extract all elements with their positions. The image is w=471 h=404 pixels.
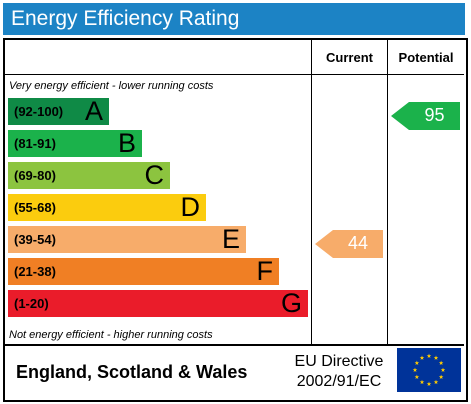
- band-range: (81-91): [14, 136, 56, 151]
- current-arrow-shape: [315, 230, 383, 258]
- band-range: (55-68): [14, 200, 56, 215]
- eu-star-icon: [426, 381, 432, 386]
- rating-frame: [3, 38, 468, 402]
- eu-star-icon: [419, 355, 425, 360]
- band-letter: A: [84, 96, 103, 126]
- eu-star-icon: [414, 374, 420, 379]
- eu-star-icon: [419, 379, 425, 385]
- band-letter: B: [117, 128, 136, 158]
- current-rating-arrow: 44: [315, 230, 383, 258]
- current-column-header: Current: [326, 50, 373, 65]
- eu-directive: EU Directive 2002/91/EC: [280, 352, 398, 392]
- band-c: (69-80) C: [8, 160, 170, 190]
- potential-rating-arrow: 95: [391, 102, 460, 130]
- band-range: (21-38): [14, 264, 56, 279]
- band-f: (21-38) F: [8, 256, 279, 286]
- bottom-note: Not energy efficient - higher running co…: [9, 329, 213, 341]
- current-rating-value: 44: [347, 233, 369, 253]
- band-e: (39-54) E: [8, 224, 246, 254]
- eu-star-icon: [438, 374, 444, 379]
- eu-flag-icon: [397, 348, 461, 392]
- band-letter: F: [256, 256, 274, 286]
- band-range: (92-100): [14, 104, 64, 119]
- band-letter: C: [144, 160, 165, 190]
- band-b: (81-91) B: [8, 128, 142, 158]
- eu-directive-line1: EU Directive: [294, 353, 384, 370]
- page-title: Energy Efficiency Rating: [11, 7, 240, 30]
- eu-directive-line2: 2002/91/EC: [296, 373, 382, 390]
- band-range: (1-20): [14, 296, 49, 311]
- band-letter: G: [280, 288, 302, 318]
- band-range: (69-80): [14, 168, 56, 183]
- band-a: (92-100) A: [8, 96, 109, 126]
- header-row-divider: [5, 74, 464, 75]
- footer-divider: [5, 344, 464, 346]
- band-letter: E: [221, 224, 240, 254]
- current-column-divider: [311, 40, 312, 344]
- potential-arrow-shape: [391, 102, 460, 130]
- potential-column-header: Potential: [398, 50, 454, 65]
- top-note: Very energy efficient - lower running co…: [9, 80, 214, 92]
- eu-star-icon: [426, 353, 432, 358]
- band-g: (1-20) G: [8, 288, 308, 318]
- band-range: (39-54): [14, 232, 56, 247]
- eu-star-icon: [412, 367, 418, 372]
- eu-star-icon: [414, 360, 420, 365]
- eu-star-icon: [433, 379, 439, 385]
- eu-star-icon: [440, 367, 446, 372]
- potential-rating-value: 95: [424, 105, 445, 125]
- eu-star-icon: [438, 360, 444, 365]
- band-d: (55-68) D: [8, 192, 206, 222]
- potential-column-divider: [387, 40, 388, 344]
- title-bar: Energy Efficiency Rating: [3, 3, 465, 35]
- footer-region: England, Scotland & Wales: [16, 362, 248, 382]
- eu-star-icon: [433, 355, 439, 360]
- band-letter: D: [180, 192, 201, 222]
